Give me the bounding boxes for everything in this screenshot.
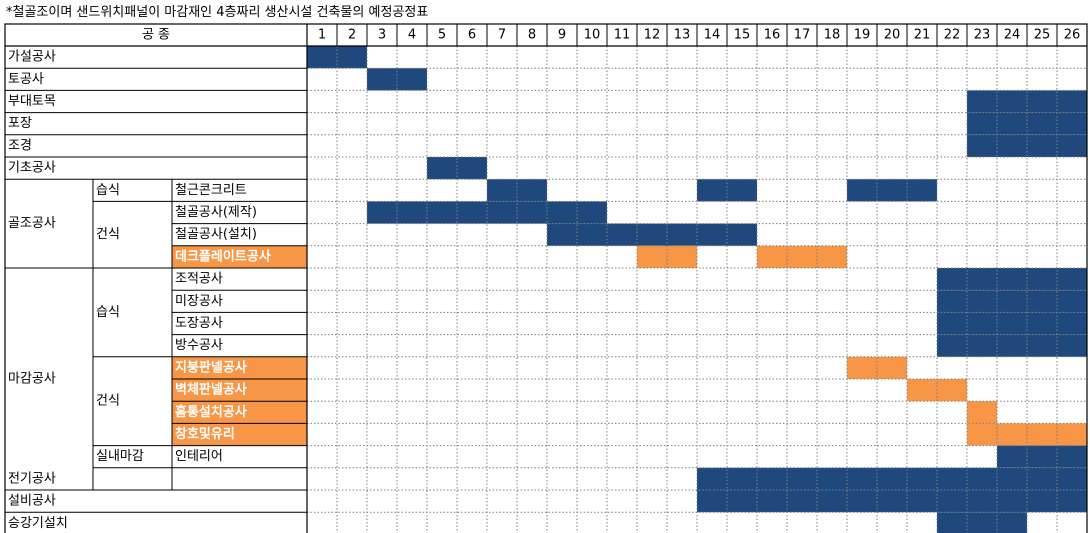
group-label: 토공사 xyxy=(8,72,44,87)
schedule-bar xyxy=(937,290,1087,313)
header-period: 21 xyxy=(914,28,931,43)
task-item-label: 방수공사 xyxy=(175,338,223,353)
task-item-label: 벽체판넬공사 xyxy=(175,382,247,398)
schedule-bar xyxy=(367,68,427,91)
header-period: 4 xyxy=(408,28,416,43)
schedule-bar xyxy=(937,334,1087,357)
table-frame xyxy=(4,23,1088,533)
schedule-bar xyxy=(937,312,1087,335)
group-label: 가설공사 xyxy=(8,50,56,65)
group-label: 부대토목 xyxy=(8,94,56,109)
schedule-bar xyxy=(697,467,1087,490)
task-item-label: 홈통설치공사 xyxy=(175,404,247,420)
task-label-highlight xyxy=(172,423,307,446)
header-period: 2 xyxy=(348,28,356,43)
group-label: 골조공사 xyxy=(8,216,56,231)
header-period: 18 xyxy=(824,28,841,43)
group-label: 설비공사 xyxy=(8,494,56,509)
task-label-highlight xyxy=(172,401,307,424)
schedule-bar xyxy=(697,490,1087,513)
schedule-bar-highlight xyxy=(967,401,997,424)
group-label: 조경 xyxy=(8,138,32,153)
header-period: 14 xyxy=(704,28,721,43)
schedule-bar xyxy=(847,179,937,202)
schedule-bar xyxy=(937,268,1087,291)
group-label: 마감공사 xyxy=(8,372,56,387)
group-label: 승강기설치 xyxy=(8,516,68,531)
task-label-highlight xyxy=(172,245,307,268)
task-item-label: 도장공사 xyxy=(175,316,223,331)
header-period: 12 xyxy=(644,28,661,43)
header-period: 17 xyxy=(794,28,811,43)
schedule-bar-highlight xyxy=(757,245,847,268)
header-period: 23 xyxy=(974,28,991,43)
sub-group-label: 습식 xyxy=(96,305,120,320)
task-item-label: 조적공사 xyxy=(175,272,223,287)
header-period: 26 xyxy=(1064,28,1081,43)
header-period: 5 xyxy=(438,28,446,43)
header-period: 24 xyxy=(1004,28,1021,43)
header-period: 10 xyxy=(584,28,601,43)
header-period: 13 xyxy=(674,28,691,43)
header-task: 공 종 xyxy=(142,28,170,43)
task-item-label: 창호및유리 xyxy=(175,426,235,442)
task-label-highlight xyxy=(172,356,307,379)
task-item-label: 철골공사(제작) xyxy=(175,205,257,220)
header-period: 11 xyxy=(614,28,631,43)
header-period: 22 xyxy=(944,28,961,43)
header-period: 9 xyxy=(558,28,566,43)
task-item-label: 철골공사(설치) xyxy=(175,227,257,242)
header-period: 25 xyxy=(1034,28,1051,43)
group-label: 전기공사 xyxy=(8,471,56,486)
schedule-bar xyxy=(997,445,1087,468)
group-label: 기초공사 xyxy=(8,161,56,176)
header-period: 15 xyxy=(734,28,751,43)
header-period: 16 xyxy=(764,28,781,43)
schedule-bar xyxy=(547,223,757,246)
header-period: 1 xyxy=(318,28,326,43)
header-period: 19 xyxy=(854,28,871,43)
schedule-bar xyxy=(937,512,1027,533)
sub-group-label: 건식 xyxy=(96,227,120,242)
header-period: 8 xyxy=(528,28,536,43)
schedule-title: *철골조이며 샌드위치패널이 마감재인 4층짜리 생산시설 건축물의 예정공정표 xyxy=(6,5,429,20)
task-item-label: 인테리어 xyxy=(175,449,223,464)
header-period: 3 xyxy=(378,28,386,43)
sub-group-label: 습식 xyxy=(96,183,120,198)
header-period: 7 xyxy=(498,28,506,43)
task-label-highlight xyxy=(172,379,307,402)
schedule-bar xyxy=(427,157,487,180)
group-label: 포장 xyxy=(8,116,32,131)
sub-group-label: 건식 xyxy=(96,394,120,409)
task-item-label: 지붕판넬공사 xyxy=(175,359,247,375)
task-item-label: 미장공사 xyxy=(175,294,223,309)
task-item-label: 데크플레이트공사 xyxy=(175,248,271,264)
header-period: 20 xyxy=(884,28,901,43)
schedule-bar-highlight xyxy=(847,356,907,379)
sub-group-label: 실내마감 xyxy=(96,449,144,464)
task-item-label: 철근콘크리트 xyxy=(175,183,247,198)
header-period: 6 xyxy=(468,28,476,43)
